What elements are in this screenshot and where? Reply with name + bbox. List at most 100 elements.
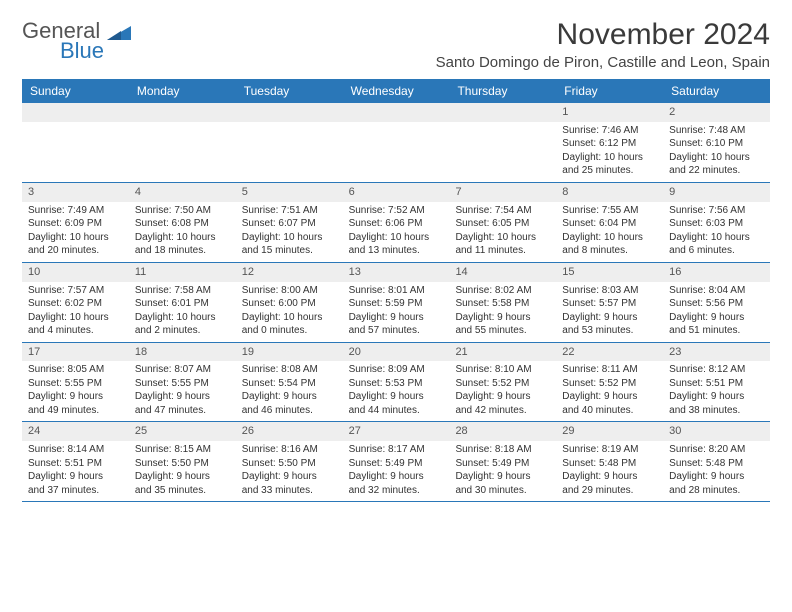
sunrise-text: Sunrise: 8:02 AM (455, 284, 550, 298)
daylight-text: Daylight: 9 hours (669, 470, 764, 484)
day-body: Sunrise: 8:09 AMSunset: 5:53 PMDaylight:… (343, 361, 450, 421)
day-number: 15 (556, 263, 663, 282)
day-number (22, 103, 129, 122)
day-cell: 27Sunrise: 8:17 AMSunset: 5:49 PMDayligh… (343, 422, 450, 501)
daylight-text: Daylight: 10 hours (349, 231, 444, 245)
day-body: Sunrise: 8:15 AMSunset: 5:50 PMDaylight:… (129, 441, 236, 501)
day-number: 16 (663, 263, 770, 282)
sunrise-text: Sunrise: 7:49 AM (28, 204, 123, 218)
sunrise-text: Sunrise: 7:58 AM (135, 284, 230, 298)
daylight-text: Daylight: 10 hours (669, 151, 764, 165)
sunset-text: Sunset: 5:55 PM (28, 377, 123, 391)
daylight-text: Daylight: 9 hours (455, 470, 550, 484)
daylight-text: and 2 minutes. (135, 324, 230, 338)
daylight-text: and 53 minutes. (562, 324, 657, 338)
sunrise-text: Sunrise: 8:15 AM (135, 443, 230, 457)
day-number: 23 (663, 343, 770, 362)
daylight-text: and 25 minutes. (562, 164, 657, 178)
sunrise-text: Sunrise: 8:11 AM (562, 363, 657, 377)
daylight-text: and 29 minutes. (562, 484, 657, 498)
daylight-text: and 44 minutes. (349, 404, 444, 418)
day-body: Sunrise: 8:20 AMSunset: 5:48 PMDaylight:… (663, 441, 770, 501)
day-number: 4 (129, 183, 236, 202)
day-body: Sunrise: 7:57 AMSunset: 6:02 PMDaylight:… (22, 282, 129, 342)
daylight-text: and 32 minutes. (349, 484, 444, 498)
daylight-text: Daylight: 10 hours (562, 231, 657, 245)
day-body: Sunrise: 7:48 AMSunset: 6:10 PMDaylight:… (663, 122, 770, 182)
sunrise-text: Sunrise: 8:20 AM (669, 443, 764, 457)
daylight-text: Daylight: 9 hours (28, 470, 123, 484)
day-body: Sunrise: 8:11 AMSunset: 5:52 PMDaylight:… (556, 361, 663, 421)
sunrise-text: Sunrise: 8:03 AM (562, 284, 657, 298)
day-body: Sunrise: 7:49 AMSunset: 6:09 PMDaylight:… (22, 202, 129, 262)
calendar: SundayMondayTuesdayWednesdayThursdayFrid… (22, 79, 770, 502)
day-cell: 13Sunrise: 8:01 AMSunset: 5:59 PMDayligh… (343, 263, 450, 342)
daylight-text: and 11 minutes. (455, 244, 550, 258)
day-number: 21 (449, 343, 556, 362)
day-body: Sunrise: 8:00 AMSunset: 6:00 PMDaylight:… (236, 282, 343, 342)
day-number: 28 (449, 422, 556, 441)
day-number: 17 (22, 343, 129, 362)
day-number: 19 (236, 343, 343, 362)
day-header: Sunday (22, 79, 129, 103)
day-cell: 12Sunrise: 8:00 AMSunset: 6:00 PMDayligh… (236, 263, 343, 342)
day-body: Sunrise: 8:14 AMSunset: 5:51 PMDaylight:… (22, 441, 129, 501)
sunset-text: Sunset: 6:09 PM (28, 217, 123, 231)
sunset-text: Sunset: 6:03 PM (669, 217, 764, 231)
day-header: Tuesday (236, 79, 343, 103)
day-number: 14 (449, 263, 556, 282)
daylight-text: and 30 minutes. (455, 484, 550, 498)
day-body: Sunrise: 7:54 AMSunset: 6:05 PMDaylight:… (449, 202, 556, 262)
daylight-text: Daylight: 10 hours (28, 311, 123, 325)
day-cell: 18Sunrise: 8:07 AMSunset: 5:55 PMDayligh… (129, 343, 236, 422)
daylight-text: and 42 minutes. (455, 404, 550, 418)
day-body: Sunrise: 7:55 AMSunset: 6:04 PMDaylight:… (556, 202, 663, 262)
daylight-text: and 20 minutes. (28, 244, 123, 258)
day-body: Sunrise: 7:56 AMSunset: 6:03 PMDaylight:… (663, 202, 770, 262)
daylight-text: and 46 minutes. (242, 404, 337, 418)
day-cell: 3Sunrise: 7:49 AMSunset: 6:09 PMDaylight… (22, 183, 129, 262)
location: Santo Domingo de Piron, Castille and Leo… (436, 54, 770, 71)
sunset-text: Sunset: 6:07 PM (242, 217, 337, 231)
day-number: 9 (663, 183, 770, 202)
day-number: 30 (663, 422, 770, 441)
daylight-text: Daylight: 10 hours (455, 231, 550, 245)
sunset-text: Sunset: 5:50 PM (242, 457, 337, 471)
sunset-text: Sunset: 6:06 PM (349, 217, 444, 231)
sunrise-text: Sunrise: 7:51 AM (242, 204, 337, 218)
day-number: 26 (236, 422, 343, 441)
daylight-text: and 49 minutes. (28, 404, 123, 418)
sunset-text: Sunset: 5:56 PM (669, 297, 764, 311)
day-body: Sunrise: 8:01 AMSunset: 5:59 PMDaylight:… (343, 282, 450, 342)
logo-part2: Blue (60, 38, 104, 64)
day-number: 29 (556, 422, 663, 441)
daylight-text: Daylight: 10 hours (669, 231, 764, 245)
sunrise-text: Sunrise: 7:48 AM (669, 124, 764, 138)
day-cell: 2Sunrise: 7:48 AMSunset: 6:10 PMDaylight… (663, 103, 770, 182)
sunset-text: Sunset: 6:05 PM (455, 217, 550, 231)
daylight-text: and 6 minutes. (669, 244, 764, 258)
sunset-text: Sunset: 6:10 PM (669, 137, 764, 151)
day-header: Friday (556, 79, 663, 103)
day-cell: 23Sunrise: 8:12 AMSunset: 5:51 PMDayligh… (663, 343, 770, 422)
sunrise-text: Sunrise: 7:57 AM (28, 284, 123, 298)
sunrise-text: Sunrise: 8:19 AM (562, 443, 657, 457)
daylight-text: and 0 minutes. (242, 324, 337, 338)
sunset-text: Sunset: 5:49 PM (455, 457, 550, 471)
daylight-text: Daylight: 10 hours (562, 151, 657, 165)
day-body: Sunrise: 7:46 AMSunset: 6:12 PMDaylight:… (556, 122, 663, 182)
sunset-text: Sunset: 6:08 PM (135, 217, 230, 231)
day-number: 3 (22, 183, 129, 202)
daylight-text: Daylight: 9 hours (562, 311, 657, 325)
day-cell: 20Sunrise: 8:09 AMSunset: 5:53 PMDayligh… (343, 343, 450, 422)
day-cell (236, 103, 343, 182)
week-row: 1Sunrise: 7:46 AMSunset: 6:12 PMDaylight… (22, 103, 770, 183)
day-header-row: SundayMondayTuesdayWednesdayThursdayFrid… (22, 79, 770, 103)
daylight-text: Daylight: 9 hours (349, 311, 444, 325)
day-number: 20 (343, 343, 450, 362)
day-body: Sunrise: 7:52 AMSunset: 6:06 PMDaylight:… (343, 202, 450, 262)
week-row: 10Sunrise: 7:57 AMSunset: 6:02 PMDayligh… (22, 263, 770, 343)
day-header: Thursday (449, 79, 556, 103)
day-cell: 14Sunrise: 8:02 AMSunset: 5:58 PMDayligh… (449, 263, 556, 342)
daylight-text: and 57 minutes. (349, 324, 444, 338)
